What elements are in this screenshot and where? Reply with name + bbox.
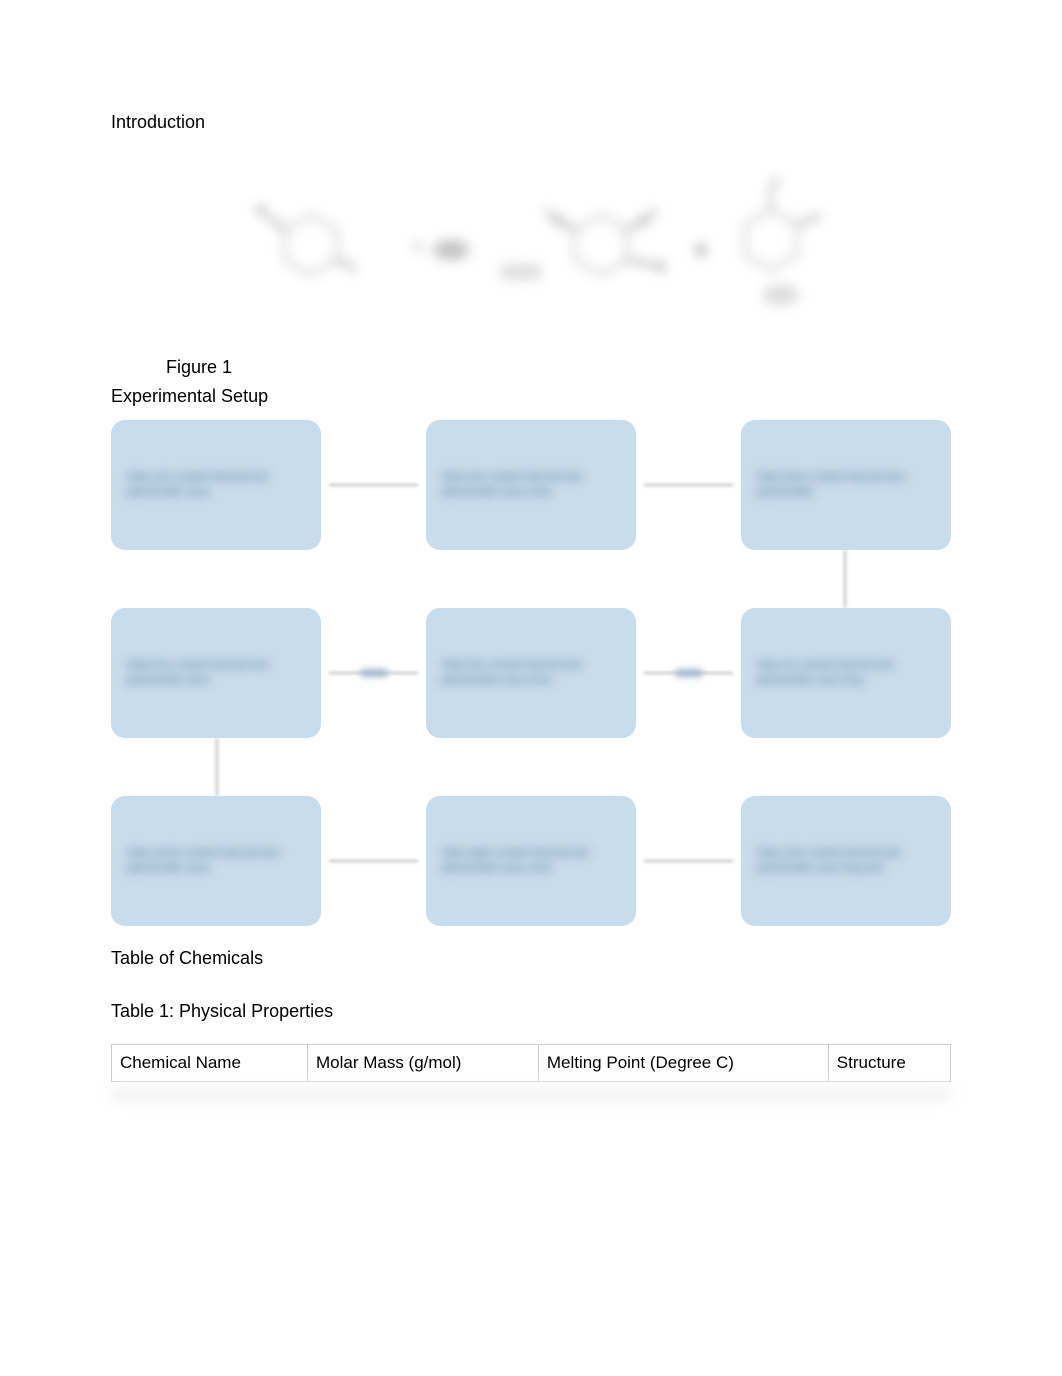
figure-1-caption: Figure 1 (111, 355, 951, 380)
flowchart-connector (644, 484, 733, 486)
flowchart-node: Step five content blurred text placehold… (426, 608, 636, 738)
arrow-icon (675, 669, 703, 677)
flowchart-connector (644, 672, 733, 674)
chemical-structure-icon: + (231, 165, 831, 335)
flowchart-node: Step three content blurred text placehol… (741, 420, 951, 550)
introduction-heading: Introduction (111, 110, 951, 135)
flowchart-connector (844, 550, 846, 608)
experimental-flowchart: Step one content blurred text placeholde… (111, 420, 951, 926)
experimental-setup-heading: Experimental Setup (111, 384, 951, 409)
flowchart-node: Step six content blurred text placeholde… (741, 608, 951, 738)
arrow-icon (360, 669, 388, 677)
table-column-header: Melting Point (Degree C) (538, 1044, 828, 1081)
table-column-header: Structure (828, 1044, 950, 1081)
flowchart-connector (329, 484, 418, 486)
physical-properties-table: Chemical Name Molar Mass (g/mol) Melting… (111, 1044, 951, 1104)
table-column-header: Chemical Name (112, 1044, 308, 1081)
flowchart-connector (329, 860, 418, 862)
table-blur-region (111, 1084, 951, 1104)
svg-text:+: + (411, 234, 425, 261)
flowchart-node: Step seven content blurred text placehol… (111, 796, 321, 926)
flowchart-connector (216, 738, 218, 796)
flowchart-node: Step one content blurred text placeholde… (111, 420, 321, 550)
flowchart-node: Step four content blurred text placehold… (111, 608, 321, 738)
table-of-chemicals-heading: Table of Chemicals (111, 946, 951, 971)
chemical-scheme-figure: + (111, 165, 951, 335)
flowchart-node: Step nine content blurred text placehold… (741, 796, 951, 926)
flowchart-connector (329, 672, 418, 674)
flowchart-connector (644, 860, 733, 862)
table-1-title: Table 1: Physical Properties (111, 999, 951, 1024)
flowchart-node: Step two content blurred text placeholde… (426, 420, 636, 550)
table-column-header: Molar Mass (g/mol) (307, 1044, 538, 1081)
flowchart-node: Step eight content blurred text placehol… (426, 796, 636, 926)
